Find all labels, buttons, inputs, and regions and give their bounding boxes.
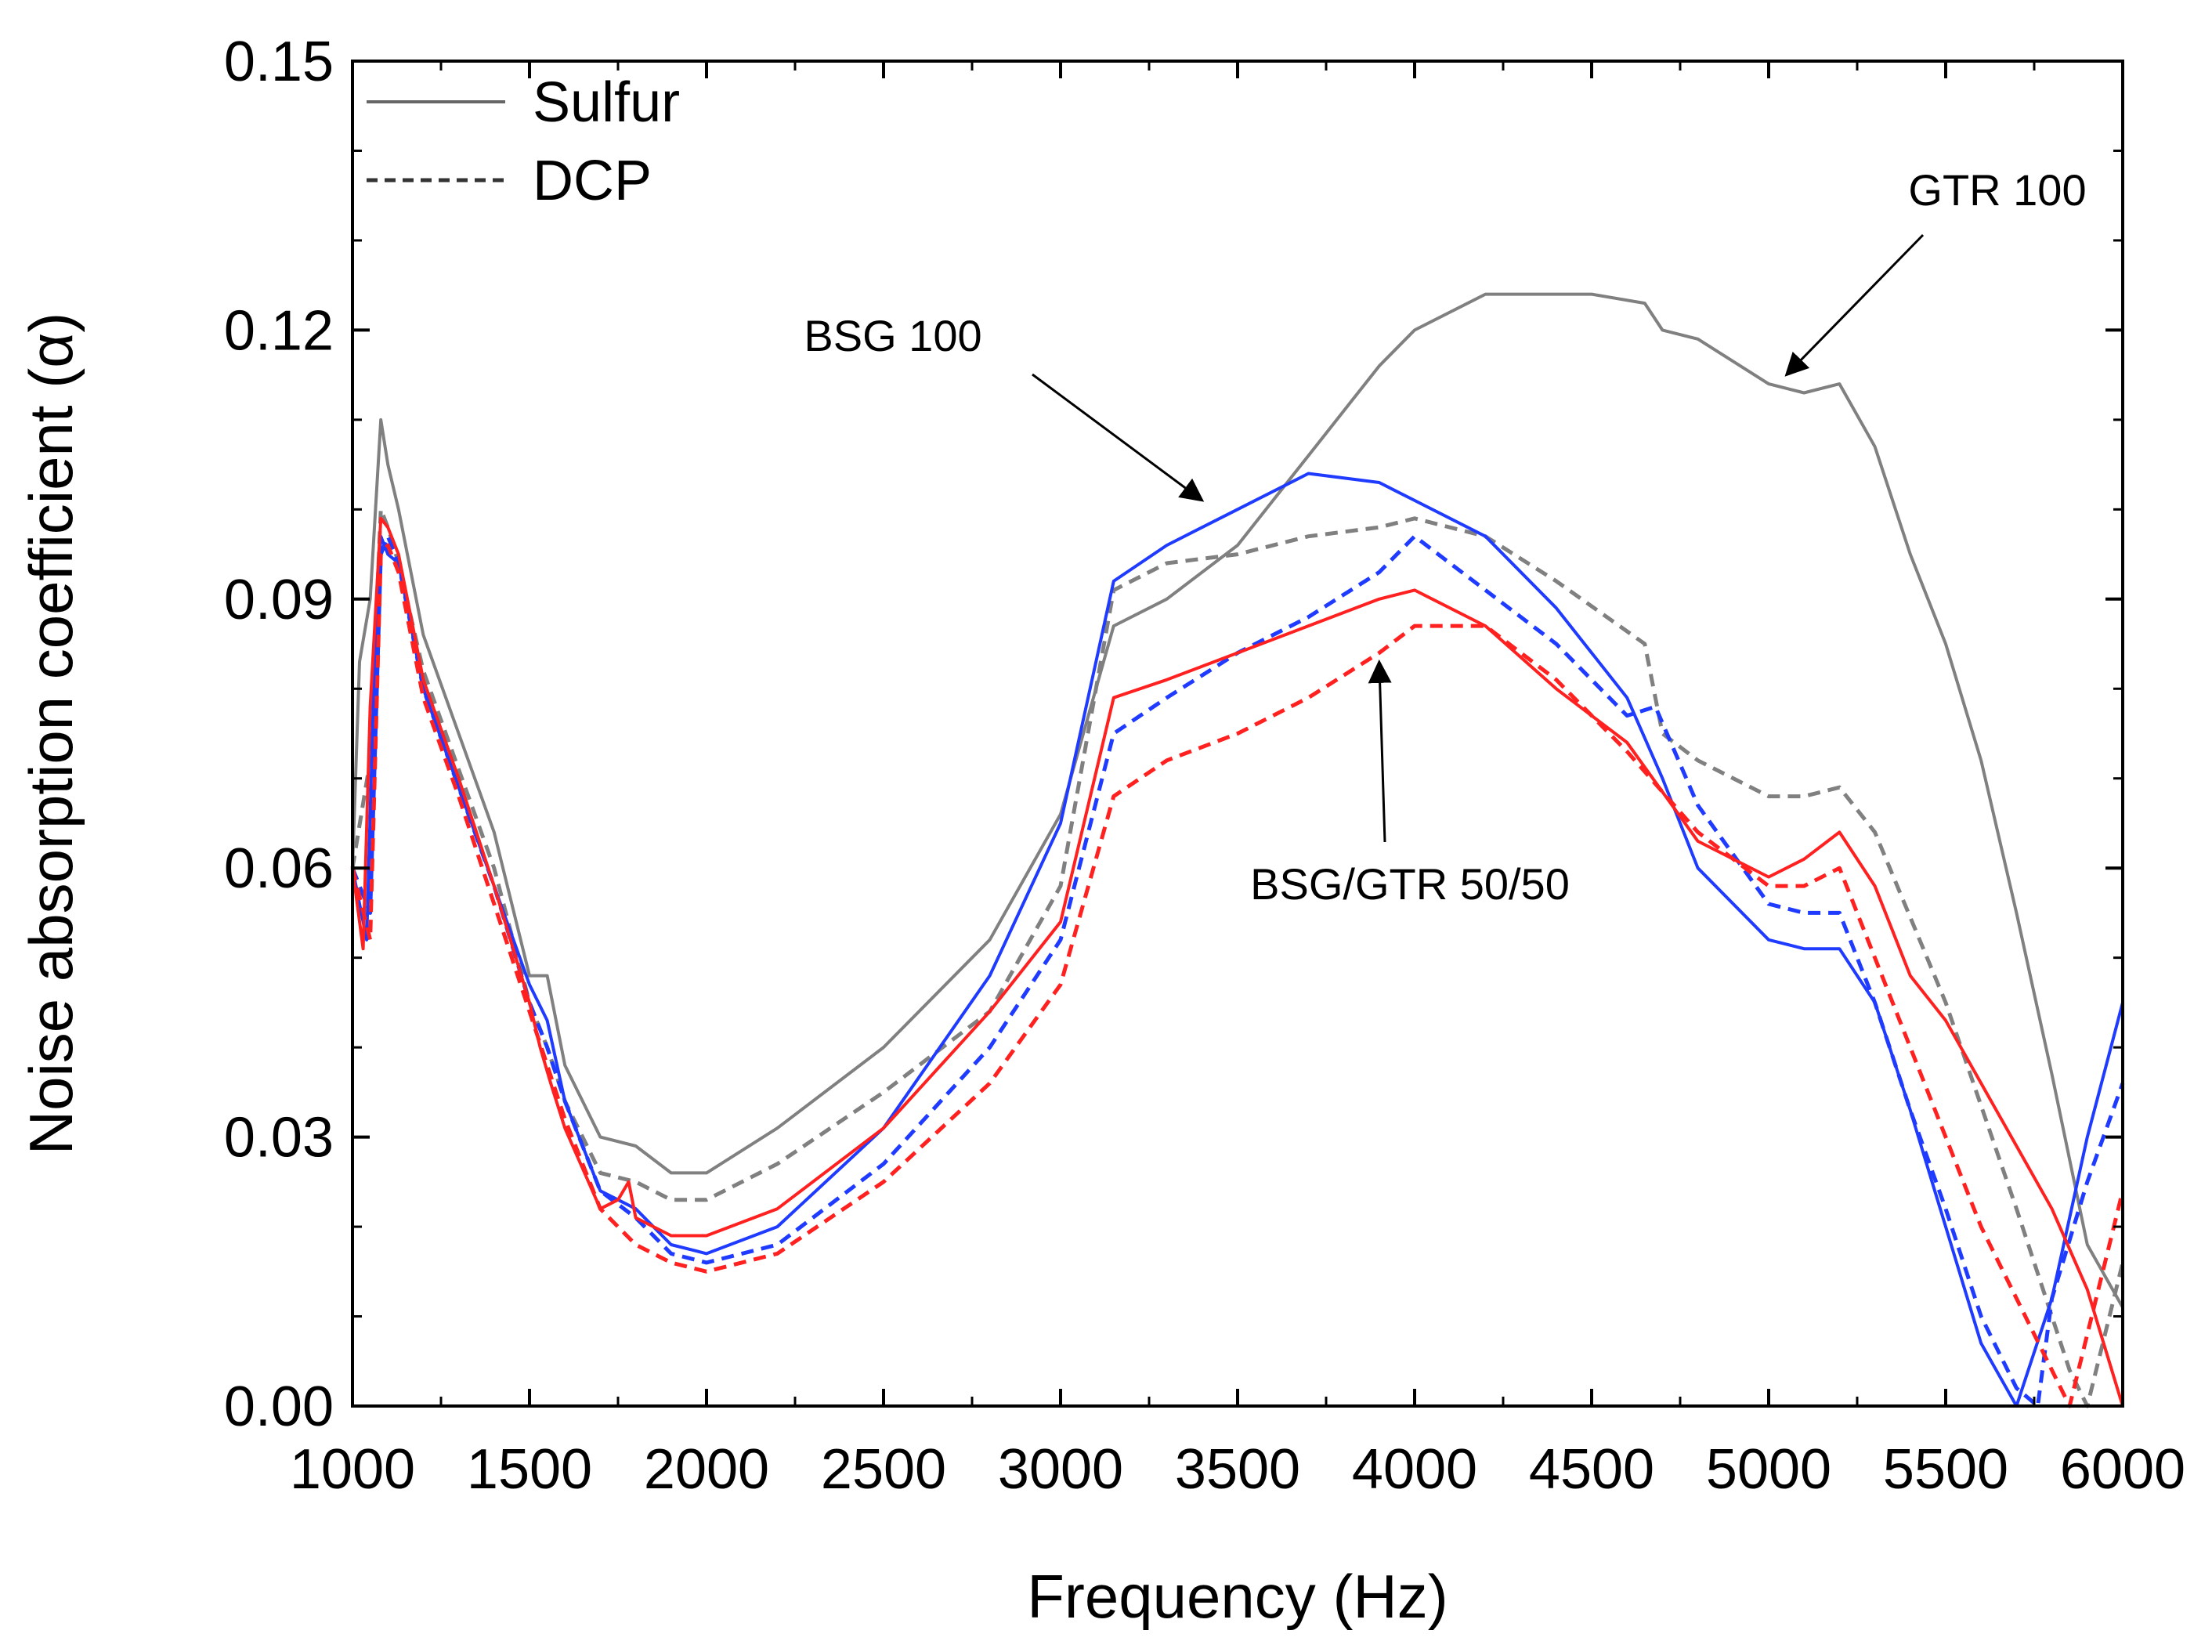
y-tick-label: 0.12: [224, 299, 334, 362]
y-tick-label: 0.15: [224, 31, 334, 93]
series-line-gtr-100-dcp: [350, 507, 2125, 1408]
plot-frame: [351, 60, 2124, 1408]
legend-label: DCP: [533, 150, 652, 212]
x-tick-label: 6000: [2060, 1438, 2185, 1501]
legend-label: Sulfur: [533, 71, 680, 134]
y-tick-label: 0.03: [224, 1107, 334, 1169]
annotations: GTR 100 BSG 100 BSG/GTR 50/50: [804, 165, 2086, 909]
y-axis-title: Noise absorption coefficient (α): [16, 313, 85, 1155]
ticks-layer: 1000 1500 2000 2500 3000 3500 4000 4500 5000 5500…: [224, 31, 2185, 1501]
series-layer: [350, 292, 2125, 1408]
series-line-bsg-gtr-50-50-dcp: [350, 543, 2125, 1408]
x-tick-label: 5000: [1706, 1438, 1831, 1501]
x-tick-label: 2000: [644, 1438, 769, 1501]
x-tick-label: 1000: [290, 1438, 415, 1501]
annotation-arrow: [1368, 659, 1392, 843]
annotation-label: BSG 100: [804, 311, 981, 360]
x-tick-label: 3500: [1175, 1438, 1300, 1501]
x-tick-label: 4500: [1529, 1438, 1654, 1501]
legend: Sulfur DCP: [367, 71, 680, 212]
x-tick-label: 2500: [821, 1438, 946, 1501]
x-tick-label: 1500: [467, 1438, 592, 1501]
annotation-arrow: [1032, 373, 1205, 502]
y-tick-label: 0.00: [224, 1375, 334, 1438]
series-line-gtr-100-sulfur: [351, 292, 2124, 1309]
x-tick-label: 3000: [998, 1438, 1123, 1501]
x-axis-title: Frequency (Hz): [1027, 1562, 1448, 1631]
x-tick-label: 4000: [1352, 1438, 1477, 1501]
y-tick-label: 0.06: [224, 837, 334, 900]
annotation-label: BSG/GTR 50/50: [1250, 859, 1570, 909]
annotation-label: GTR 100: [1908, 165, 2086, 215]
annotation-arrow: [1784, 233, 1925, 377]
series-line-bsg-gtr-50-50-sulfur: [351, 516, 2124, 1407]
x-tick-label: 5500: [1883, 1438, 2008, 1501]
y-tick-label: 0.09: [224, 569, 334, 631]
